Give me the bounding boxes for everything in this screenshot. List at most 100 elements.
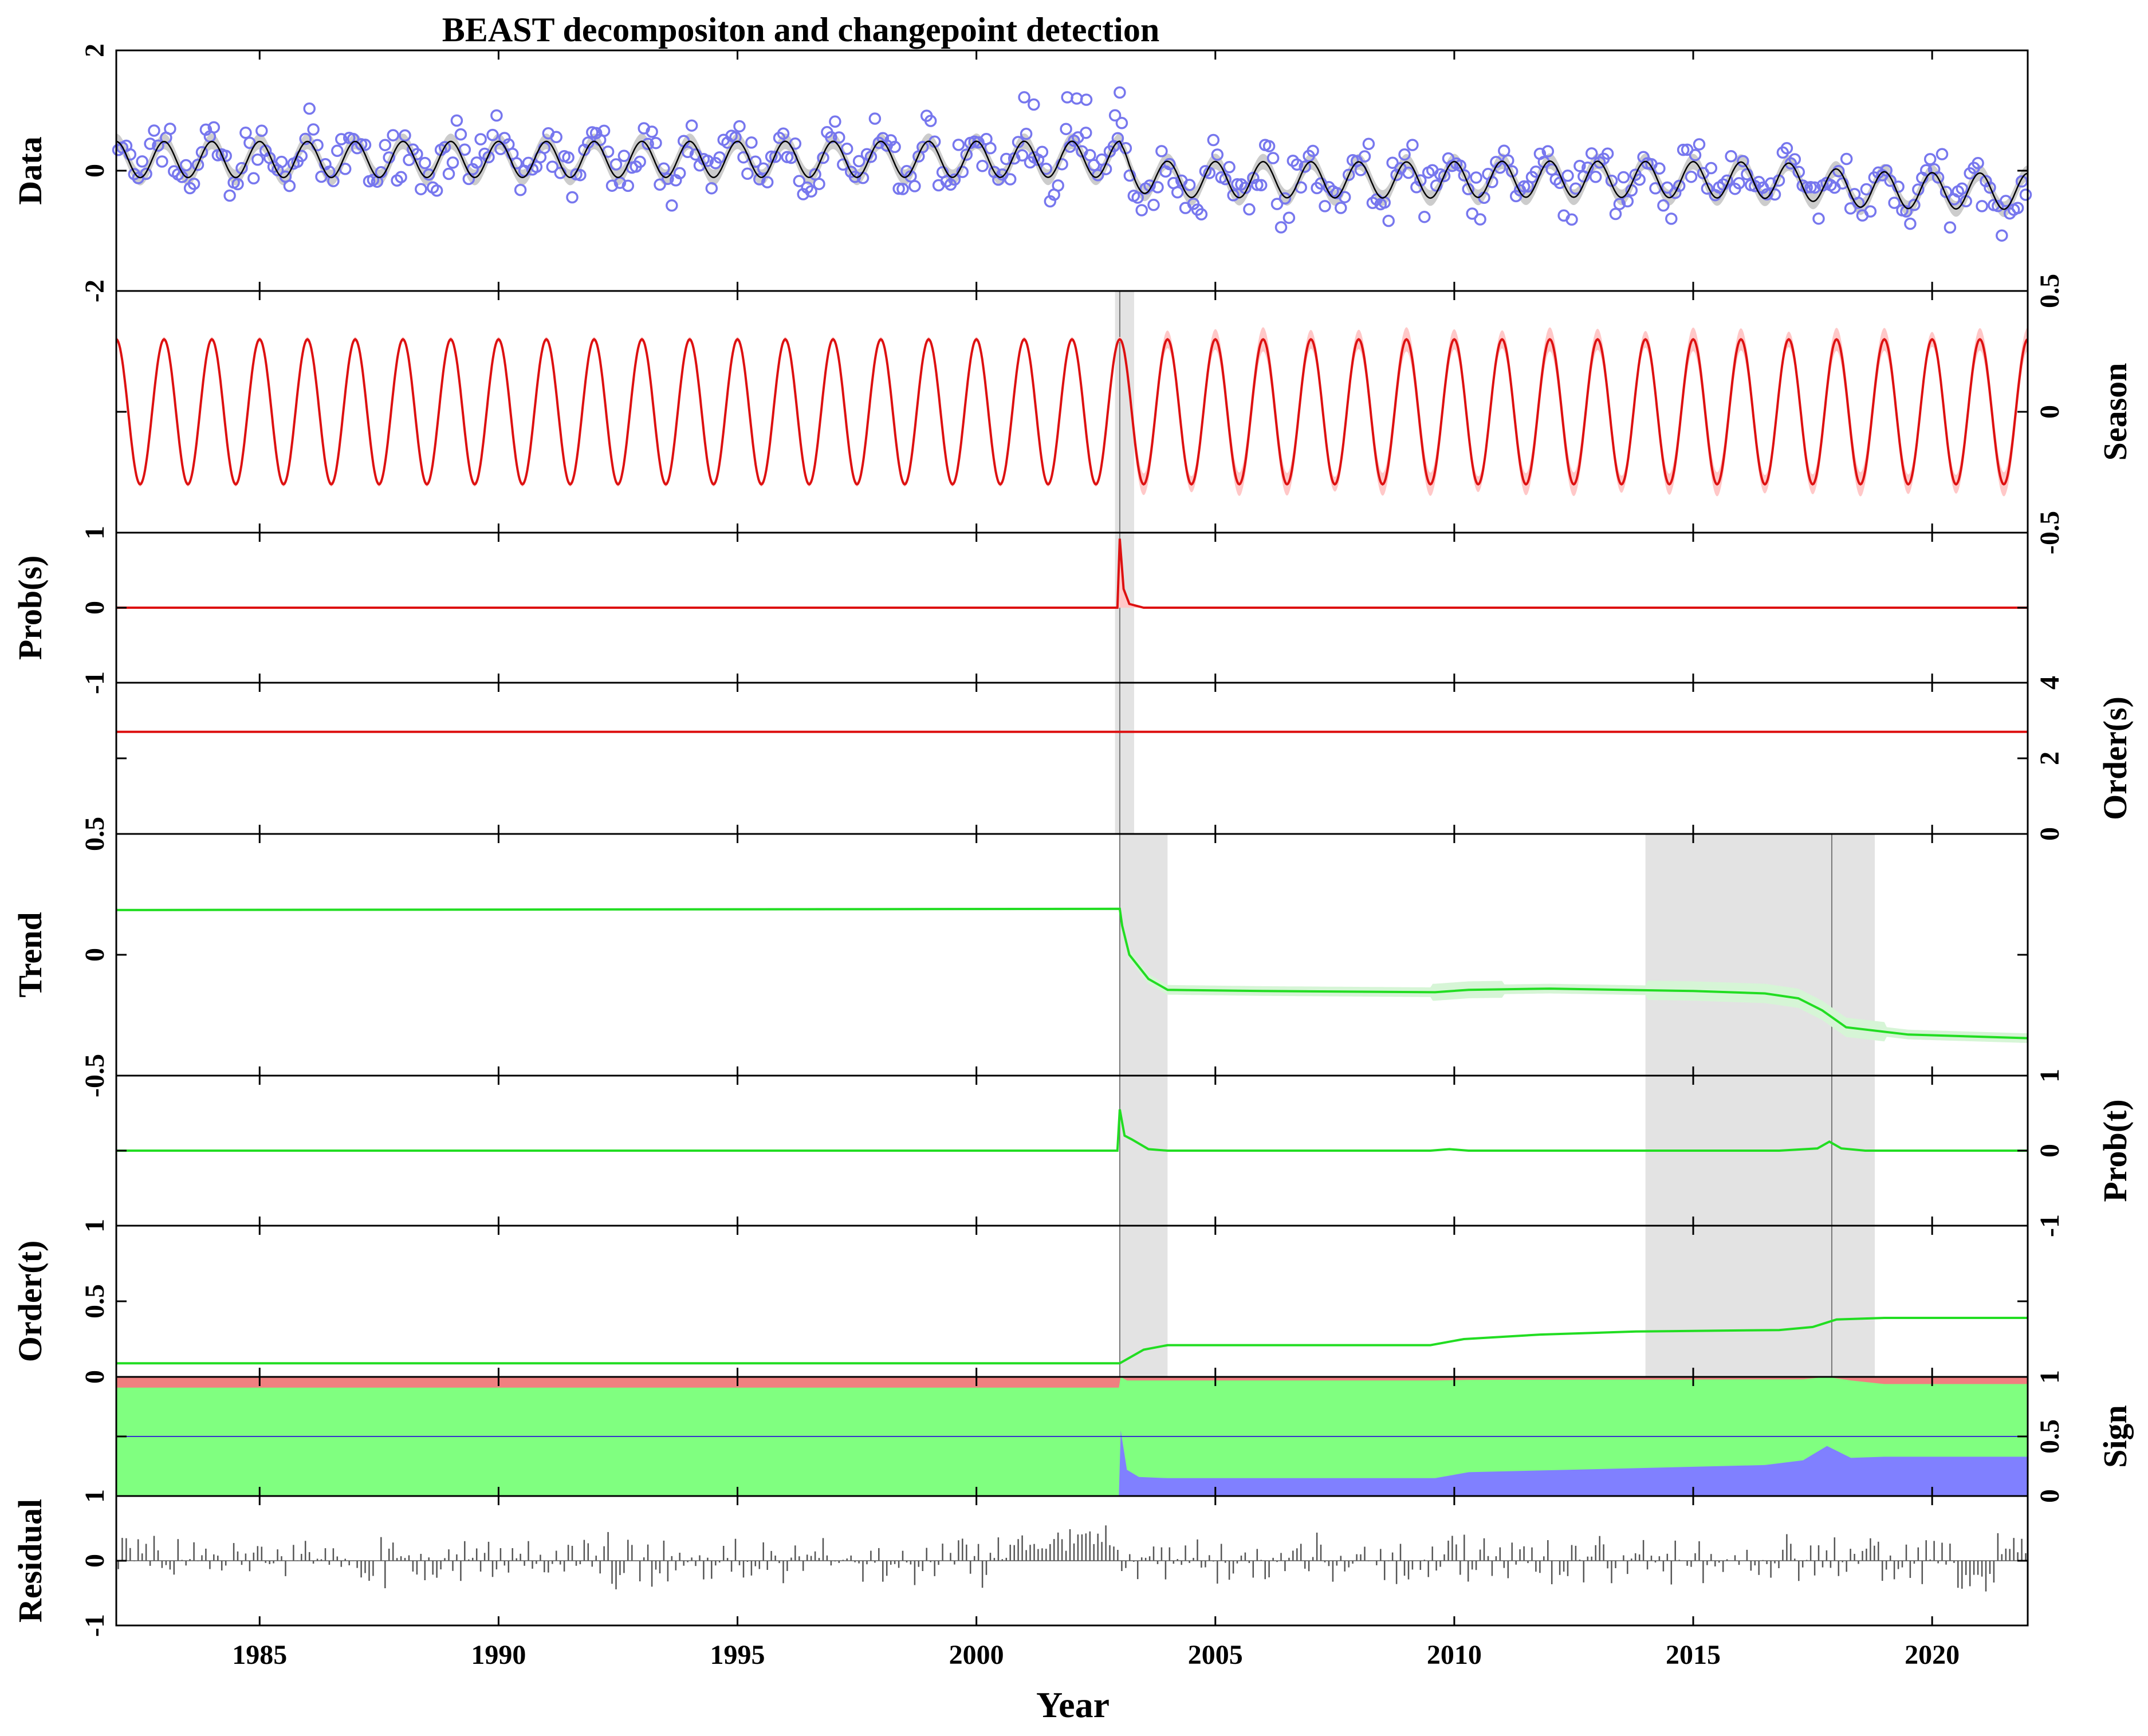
data-point: [1278, 192, 1292, 205]
sign-positive-area: [116, 1377, 2028, 1388]
data-point: [1956, 182, 1969, 195]
data-point: [474, 133, 487, 145]
series-layer: [112, 86, 2032, 1592]
data-point: [1335, 202, 1347, 214]
data-point: [446, 156, 459, 169]
data-point: [673, 167, 686, 180]
data-point: [442, 167, 455, 180]
sign-negative-area: [116, 1430, 2028, 1496]
tick-labels: -2 0 2 -0.5 0 0.5 -1 0 1 0 2 4 -0.5 0 0.5 -1 0 1 0 0.5 1 0 0.5…: [80, 44, 2065, 1670]
data-point: [2011, 202, 2024, 214]
x-tick-label: 1985: [232, 1640, 287, 1670]
data-point: [1919, 164, 1933, 176]
trend-credible-band: [116, 907, 2028, 1043]
data-point: [908, 180, 921, 192]
chart-title: BEAST decompositon and changepoint detec…: [442, 11, 1159, 49]
data-point: [817, 151, 829, 164]
data-point: [1207, 133, 1220, 147]
data-point: [1685, 170, 1698, 183]
panel-label-order_t: Order(t): [11, 1241, 49, 1363]
data-point: [1705, 162, 1718, 175]
y-tick-label-trend: -0.5: [80, 1054, 110, 1097]
data-point: [239, 127, 252, 139]
data-point: [1342, 168, 1355, 182]
data-point: [1832, 165, 1845, 178]
data-point: [458, 143, 471, 156]
data-point: [1741, 168, 1753, 180]
panel-frames: [115, 49, 2029, 1627]
data-point: [179, 159, 192, 172]
x-tick-label: 2010: [1427, 1640, 1482, 1670]
panel-label-trend: Trend: [11, 912, 49, 997]
data-point: [251, 153, 264, 166]
data-point: [1163, 158, 1176, 171]
data-point: [430, 184, 443, 197]
panel-label-order_s: Order(s): [2096, 696, 2134, 820]
x-tick-label: 2000: [949, 1640, 1004, 1670]
data-point: [140, 167, 152, 180]
data-point: [617, 149, 631, 162]
data-point: [1084, 149, 1096, 162]
data-point: [148, 124, 160, 137]
data-point: [1931, 171, 1945, 184]
data-point: [1621, 195, 1634, 208]
data-point: [1087, 159, 1100, 171]
data-point: [339, 163, 352, 175]
data-point: [1665, 212, 1678, 225]
panel-frame-season: [115, 290, 2029, 534]
data-point: [187, 178, 200, 190]
y-tick-label-residual: 0: [80, 1554, 110, 1568]
data-point: [1438, 170, 1451, 183]
data-point: [307, 123, 320, 136]
data-point: [650, 136, 662, 149]
y-tick-label-season: 0: [2035, 405, 2065, 419]
data-point: [685, 119, 698, 132]
data-point: [275, 155, 288, 168]
data-point: [1251, 178, 1264, 191]
data-point: [1860, 183, 1873, 196]
data-point: [976, 160, 989, 172]
data-point: [769, 151, 782, 163]
data-point: [1653, 162, 1666, 175]
data-point: [605, 179, 619, 192]
data-point: [948, 173, 961, 186]
data-point: [399, 129, 411, 142]
data-point: [191, 158, 204, 171]
changepoint-bands: [1115, 291, 1875, 1377]
fit-line: [116, 140, 2028, 210]
data-point: [777, 127, 790, 140]
data-point: [852, 155, 866, 168]
data-point: [243, 136, 256, 149]
data-point: [1319, 200, 1331, 212]
data-point: [331, 144, 344, 158]
data-point: [952, 139, 965, 151]
data-point: [1358, 150, 1371, 163]
y-tick-label-sign: 0: [2035, 1489, 2065, 1503]
data-point: [219, 149, 232, 162]
data-point: [1725, 150, 1737, 163]
data-point: [733, 120, 746, 133]
data-point-outlier: [1080, 93, 1093, 106]
data-point: [1211, 148, 1224, 161]
data-point: [566, 191, 579, 204]
panel-frame-order_s: [115, 682, 2029, 835]
data-point: [1254, 179, 1268, 192]
y-tick-label-prob_t: 0: [2035, 1144, 2065, 1158]
data-point: [327, 175, 340, 187]
data-point: [562, 151, 575, 164]
data-point: [960, 148, 973, 161]
data-point: [1944, 221, 1957, 234]
data-point: [1804, 181, 1817, 194]
data-point: [470, 156, 483, 169]
data-point: [829, 115, 841, 128]
data-point: [1474, 213, 1486, 226]
data-point: [1505, 165, 1518, 178]
data-point: [207, 121, 221, 134]
data-point: [1617, 171, 1630, 184]
data-point: [1605, 174, 1618, 187]
data-point: [1561, 170, 1574, 182]
data-point: [1195, 208, 1208, 221]
y-tick-label-order_t: 0.5: [80, 1284, 110, 1318]
data-point: [621, 179, 635, 192]
data-point: [486, 128, 499, 141]
